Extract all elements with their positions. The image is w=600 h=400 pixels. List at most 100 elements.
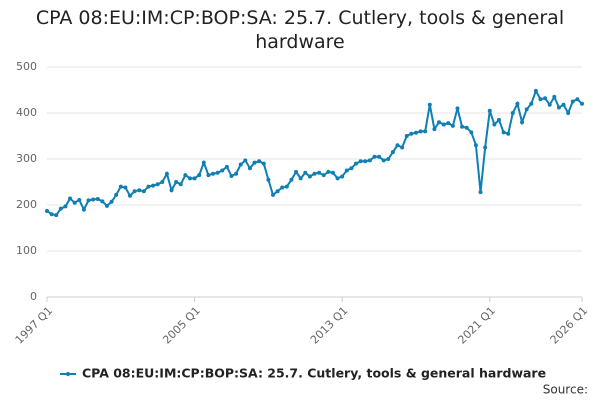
series-line	[46, 88, 583, 217]
point	[137, 188, 142, 193]
point	[538, 97, 543, 102]
source: Source:	[543, 383, 588, 397]
point	[524, 107, 529, 112]
point	[529, 101, 534, 106]
point	[506, 131, 511, 136]
point	[247, 166, 252, 171]
point	[220, 168, 225, 173]
y-tick-label: 300	[16, 152, 37, 165]
point	[91, 197, 96, 202]
point	[252, 160, 257, 165]
point	[552, 94, 557, 99]
point	[561, 102, 566, 107]
point	[151, 183, 156, 188]
point	[77, 197, 82, 202]
point	[386, 157, 391, 161]
point	[335, 176, 340, 181]
point	[118, 184, 123, 189]
point	[128, 193, 133, 198]
point	[261, 161, 266, 166]
x-tick-label: 2013 Q1	[308, 304, 351, 347]
point	[284, 184, 289, 189]
point	[109, 199, 114, 204]
point	[303, 170, 308, 175]
x-tick-label: 2026 Q1	[548, 304, 591, 347]
point	[404, 134, 409, 138]
point	[224, 164, 229, 169]
point	[45, 208, 49, 213]
point	[570, 99, 575, 104]
x-tick-label: 2021 Q1	[455, 304, 498, 347]
point	[344, 168, 349, 173]
y-tick-label: 0	[30, 290, 37, 303]
point	[141, 189, 146, 194]
point	[450, 123, 455, 128]
point	[298, 176, 303, 181]
point	[381, 158, 386, 163]
point	[68, 196, 73, 201]
point	[321, 173, 326, 178]
point	[317, 170, 322, 175]
point	[469, 130, 474, 135]
point	[409, 131, 414, 136]
point	[243, 158, 248, 163]
point	[473, 143, 478, 148]
point	[307, 174, 312, 179]
point	[280, 185, 285, 190]
point	[114, 192, 119, 197]
point	[58, 206, 63, 211]
point	[543, 96, 548, 101]
point	[483, 145, 488, 150]
point	[326, 169, 331, 174]
point	[423, 129, 428, 134]
point	[496, 117, 501, 122]
y-tick-label: 200	[16, 198, 37, 211]
point	[187, 176, 192, 181]
point	[390, 150, 395, 155]
y-tick-label: 400	[16, 106, 37, 119]
point	[201, 160, 206, 165]
point	[533, 88, 538, 93]
point	[146, 184, 151, 189]
point	[169, 188, 174, 193]
point	[464, 125, 469, 130]
point	[86, 198, 91, 203]
chart-title: CPA 08:EU:IM:CP:BOP:SA: 25.7. Cutlery, t…	[35, 7, 565, 53]
point	[330, 170, 335, 175]
point	[275, 189, 280, 194]
point	[206, 173, 211, 178]
point	[377, 154, 382, 159]
point	[349, 166, 354, 171]
point	[501, 130, 506, 135]
point	[266, 177, 271, 182]
point	[556, 105, 561, 110]
point	[294, 169, 299, 174]
point	[183, 173, 188, 178]
point	[515, 101, 520, 106]
point	[197, 173, 202, 178]
x-tick-label: 2005 Q1	[160, 304, 203, 347]
point	[413, 130, 418, 135]
point	[211, 171, 216, 176]
point	[164, 171, 169, 176]
point	[123, 185, 128, 190]
point	[487, 108, 492, 113]
point	[575, 97, 580, 102]
point	[215, 170, 220, 175]
point	[95, 197, 100, 202]
y-tick-label: 500	[16, 60, 37, 73]
point	[358, 159, 363, 164]
point	[257, 159, 262, 164]
point	[437, 120, 442, 125]
point	[492, 122, 497, 127]
x-tick-label: 1997 Q1	[13, 304, 56, 347]
point	[566, 111, 571, 115]
legend-marker	[66, 372, 70, 376]
point	[427, 102, 432, 107]
point	[160, 180, 165, 184]
point	[81, 207, 86, 212]
point	[400, 145, 405, 150]
point	[192, 176, 197, 181]
